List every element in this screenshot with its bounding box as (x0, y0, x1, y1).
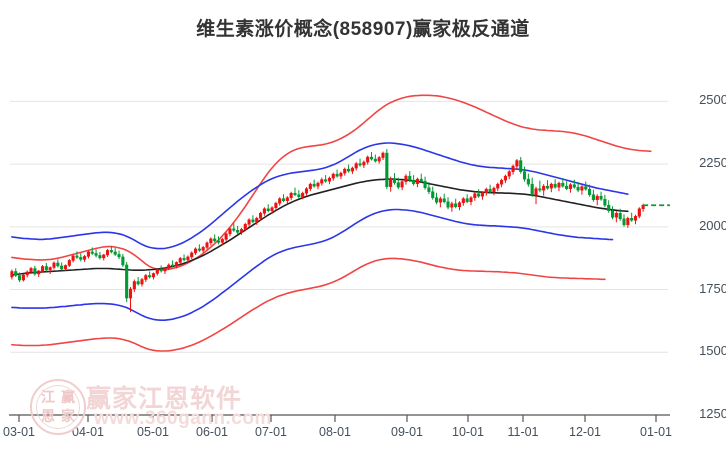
candlestick-series (10, 149, 645, 313)
x-axis-tick-label: 09-01 (391, 425, 423, 439)
x-axis-tick-label: 01-01 (640, 425, 672, 439)
page-title: 维生素涨价概念(858907)赢家极反通道 (196, 19, 530, 40)
x-axis-tick-label: 11-01 (507, 425, 539, 439)
x-axis-tick-label: 10-01 (452, 425, 484, 439)
y-axis-tick-label: 2500 (699, 92, 726, 108)
x-axis-tick-label: 05-01 (137, 425, 169, 439)
gridlines (10, 100, 668, 416)
axis-ticks (18, 415, 657, 422)
x-axis-tick-label: 08-01 (319, 425, 351, 439)
y-axis-tick-label: 1250 (699, 406, 726, 421)
x-axis-tick-label: 06-01 (196, 425, 228, 439)
y-axis-tick-label: 1500 (699, 343, 726, 359)
x-axis-tick-label: 03-01 (3, 425, 35, 439)
y-axis-tick-label: 2250 (699, 155, 726, 171)
y-axis-tick-label: 2000 (699, 217, 726, 233)
x-axis-tick-label: 07-01 (255, 425, 287, 439)
band-lines (11, 94, 652, 352)
y-axis-tick-label: 1750 (699, 280, 726, 296)
x-axis-tick-label: 04-01 (72, 425, 104, 439)
x-axis-tick-label: 12-01 (569, 425, 601, 439)
